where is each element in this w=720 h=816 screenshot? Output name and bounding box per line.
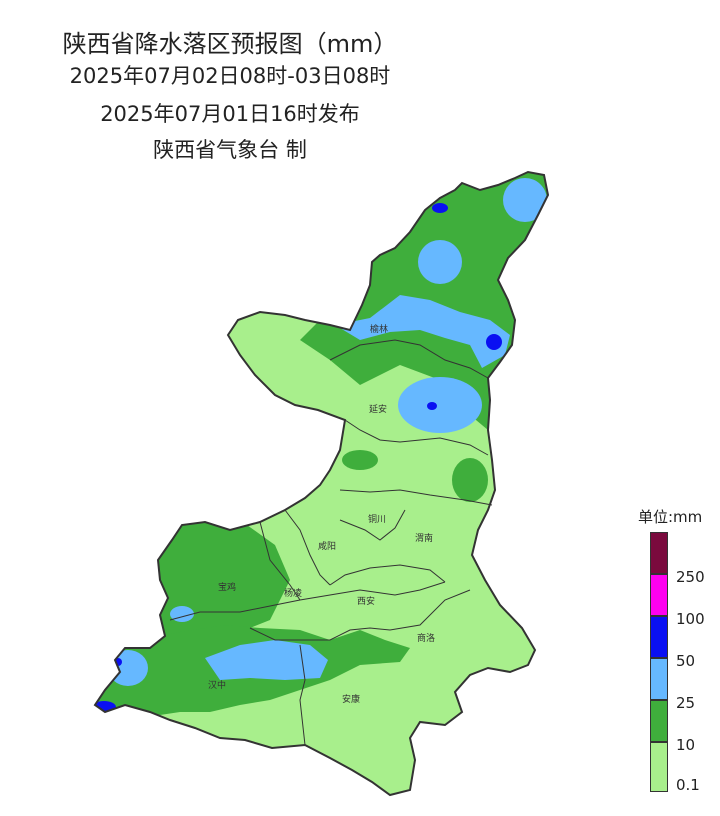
legend-swatch-50 bbox=[650, 616, 668, 658]
city-label-hanzhong: 汉中 bbox=[208, 679, 226, 691]
rain-band-50-yanan bbox=[427, 402, 437, 410]
rain-band-50-north bbox=[432, 203, 448, 213]
rain-band-25-hanzhong bbox=[205, 640, 328, 680]
legend-swatch-0-1 bbox=[650, 742, 668, 792]
legend-label-25: 25 bbox=[676, 694, 696, 712]
rain-band-10-patch bbox=[342, 450, 378, 470]
city-label-yulin: 榆林 bbox=[370, 323, 388, 335]
rain-band-25-yulin bbox=[335, 295, 510, 368]
legend-swatch-100 bbox=[650, 574, 668, 616]
city-label-yanan: 延安 bbox=[369, 403, 387, 415]
city-label-ankang: 安康 bbox=[342, 693, 360, 705]
city-boundaries bbox=[169, 339, 493, 746]
legend-swatch-10 bbox=[650, 700, 668, 742]
city-label-xian: 西安 bbox=[357, 595, 375, 607]
legend-swatch-250 bbox=[650, 532, 668, 574]
legend-label-0-1: 0.1 bbox=[676, 776, 700, 794]
rain-band-10-baoji bbox=[150, 520, 290, 660]
legend-label-250: 250 bbox=[676, 568, 705, 586]
legend-title: 单位:mm bbox=[638, 508, 703, 526]
legend-swatch-25 bbox=[650, 658, 668, 700]
rain-band-25-yanan bbox=[398, 377, 482, 433]
rain-band-25-baoji bbox=[170, 606, 194, 622]
legend-label-100: 100 bbox=[676, 610, 705, 628]
city-label-tongchuan: 铜川 bbox=[368, 513, 386, 525]
legend-label-50: 50 bbox=[676, 652, 696, 670]
legend-label-10: 10 bbox=[676, 736, 696, 754]
city-label-baoji: 宝鸡 bbox=[218, 581, 236, 593]
issuer: 陕西省气象台 制 bbox=[153, 138, 307, 162]
city-label-xianyang: 咸阳 bbox=[318, 540, 336, 552]
rain-band-10-patch-east bbox=[452, 458, 488, 502]
rain-band-50-east bbox=[486, 334, 502, 350]
issue-time: 2025年07月01日16时发布 bbox=[100, 102, 360, 126]
city-label-yangling: 杨凌 bbox=[284, 587, 302, 599]
city-label-weinan: 渭南 bbox=[415, 532, 433, 544]
rain-band-25-ne bbox=[503, 178, 547, 222]
map-title: 陕西省降水落区预报图（mm） bbox=[62, 30, 398, 58]
rain-band-25-north bbox=[418, 240, 462, 284]
valid-period: 2025年07月02日08时-03日08时 bbox=[69, 64, 391, 88]
city-label-shangluo: 商洛 bbox=[417, 632, 435, 644]
